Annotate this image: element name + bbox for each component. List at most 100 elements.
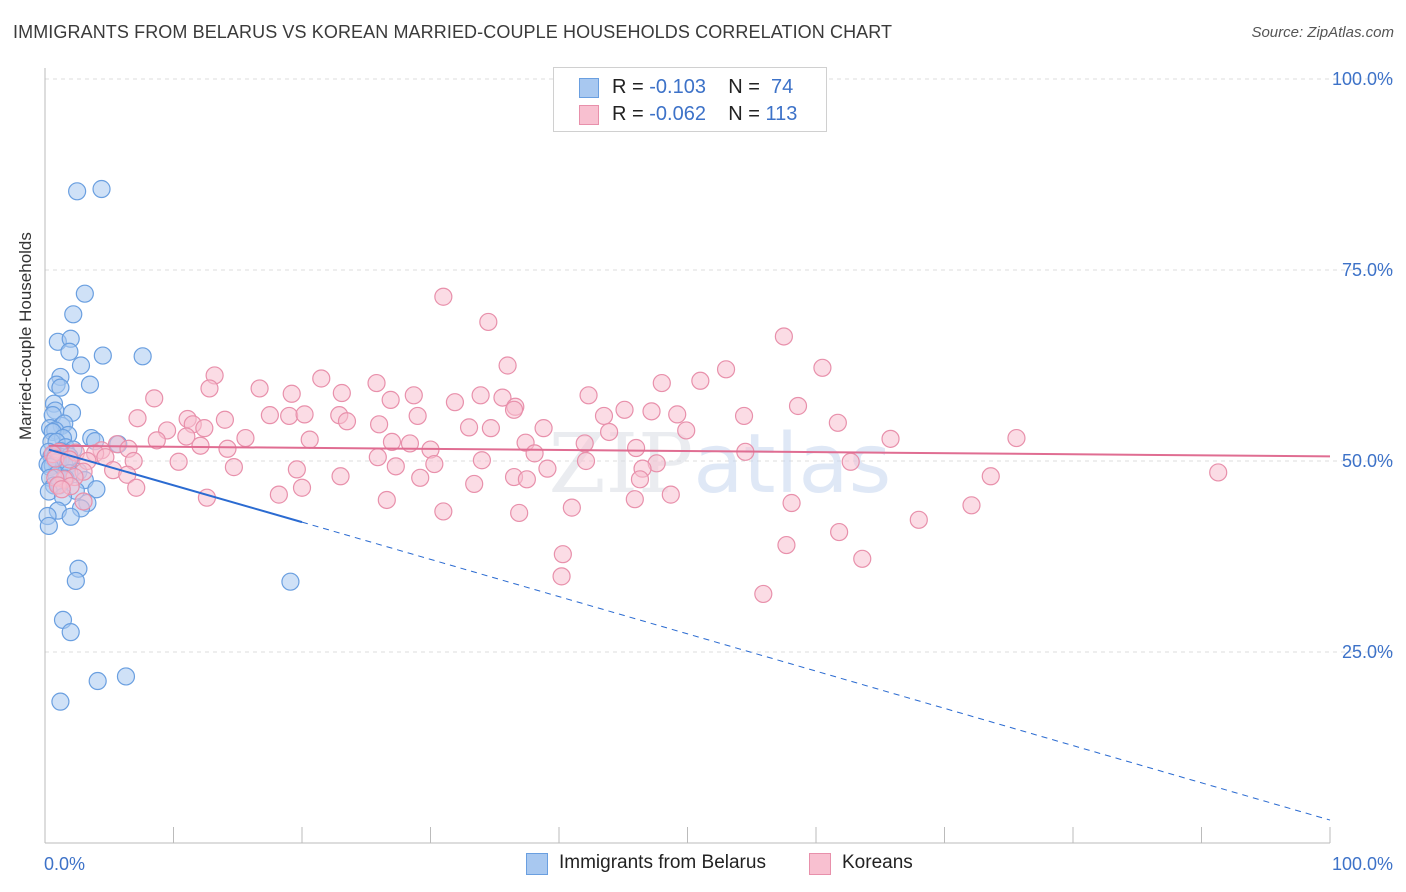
point-koreans — [236, 428, 255, 448]
point-koreans — [625, 490, 644, 509]
point-belarus — [88, 671, 107, 691]
trendline-belarus — [48, 448, 303, 524]
point-koreans — [479, 312, 498, 332]
point-koreans — [434, 287, 453, 306]
point-koreans — [774, 327, 793, 346]
point-koreans — [197, 488, 217, 507]
point-koreans — [553, 545, 572, 564]
point-belarus — [51, 692, 70, 711]
bottom-legend-swatch-belarus — [526, 853, 548, 875]
point-belarus — [68, 182, 87, 201]
point-koreans — [127, 478, 146, 497]
point-belarus — [116, 667, 136, 686]
y-axis-label: Married-couple Households — [16, 232, 35, 440]
point-koreans — [200, 379, 219, 398]
point-koreans — [128, 409, 147, 428]
point-koreans — [337, 412, 357, 431]
point-koreans — [147, 431, 166, 450]
point-koreans — [169, 452, 188, 471]
point-koreans — [215, 410, 234, 429]
point-koreans — [411, 468, 430, 487]
point-koreans — [459, 418, 479, 437]
point-koreans — [250, 379, 269, 398]
point-belarus — [281, 572, 300, 591]
legend-swatch-koreans — [579, 105, 599, 125]
correlation-legend: R = -0.103 N = 74 R = -0.062 N = 113 — [553, 67, 827, 132]
point-koreans — [300, 430, 319, 449]
legend-r-label: R = — [612, 103, 644, 125]
point-koreans — [498, 356, 517, 375]
point-belarus — [61, 623, 80, 642]
point-koreans — [962, 496, 981, 515]
point-koreans — [504, 400, 524, 419]
point-koreans — [331, 467, 350, 486]
point-koreans — [579, 386, 598, 405]
point-koreans — [615, 400, 634, 419]
bottom-legend-swatch-koreans — [809, 853, 831, 875]
point-koreans — [377, 490, 396, 510]
point-koreans — [534, 419, 553, 438]
point-koreans — [218, 439, 237, 458]
point-belarus — [61, 507, 80, 526]
point-koreans — [472, 451, 491, 470]
point-koreans — [510, 503, 529, 523]
legend-n-label: N = — [728, 103, 760, 125]
point-koreans — [260, 406, 279, 425]
point-koreans — [465, 474, 484, 494]
point-koreans — [52, 480, 71, 499]
point-belarus — [80, 375, 100, 394]
point-koreans — [576, 451, 596, 471]
point-koreans — [777, 535, 796, 555]
legend-n-value: 113 — [765, 103, 798, 125]
point-koreans — [538, 459, 557, 478]
point-koreans — [367, 373, 386, 393]
point-koreans — [145, 389, 164, 408]
legend-n-label: N = — [728, 76, 760, 98]
point-koreans — [552, 567, 571, 586]
point-koreans — [425, 454, 444, 474]
y-tick-label: 50.0% — [1342, 451, 1393, 471]
source-label: Source: ZipAtlas.com — [1251, 24, 1394, 41]
legend-n-value: 74 — [771, 76, 794, 98]
point-koreans — [630, 470, 650, 489]
point-koreans — [332, 383, 351, 403]
point-belarus — [92, 179, 111, 199]
point-koreans — [668, 405, 687, 424]
point-koreans — [404, 386, 423, 405]
point-belarus — [71, 356, 91, 375]
point-belarus — [39, 516, 58, 536]
point-koreans — [828, 413, 847, 432]
y-tick-label: 75.0% — [1342, 260, 1393, 280]
point-koreans — [312, 369, 331, 388]
point-koreans — [853, 549, 872, 568]
chart-title: IMMIGRANTS FROM BELARUS VS KOREAN MARRIE… — [13, 22, 893, 42]
point-koreans — [600, 422, 619, 442]
point-koreans — [382, 432, 402, 451]
point-koreans — [691, 371, 710, 390]
point-koreans — [408, 406, 427, 426]
point-koreans — [471, 386, 490, 405]
point-koreans — [754, 584, 773, 604]
point-belarus — [93, 346, 112, 365]
point-koreans — [386, 457, 405, 476]
point-koreans — [813, 358, 832, 377]
bottom-legend-label-belarus: Immigrants from Belarus — [559, 852, 766, 873]
point-koreans — [493, 388, 512, 407]
x-tick-label: 0.0% — [44, 854, 85, 874]
point-koreans — [626, 438, 646, 458]
y-tick-label: 100.0% — [1332, 69, 1393, 89]
point-koreans — [981, 467, 1000, 486]
point-koreans — [224, 458, 243, 477]
point-koreans — [594, 406, 614, 426]
y-tick-label: 25.0% — [1342, 642, 1393, 662]
point-koreans — [434, 502, 453, 521]
point-koreans — [517, 470, 536, 489]
point-koreans — [562, 498, 581, 517]
trendline-koreans — [48, 444, 1331, 458]
point-belarus — [75, 284, 94, 303]
point-koreans — [642, 402, 661, 421]
point-koreans — [282, 384, 301, 403]
legend-r-label: R = — [612, 76, 644, 98]
point-belarus — [64, 305, 83, 324]
